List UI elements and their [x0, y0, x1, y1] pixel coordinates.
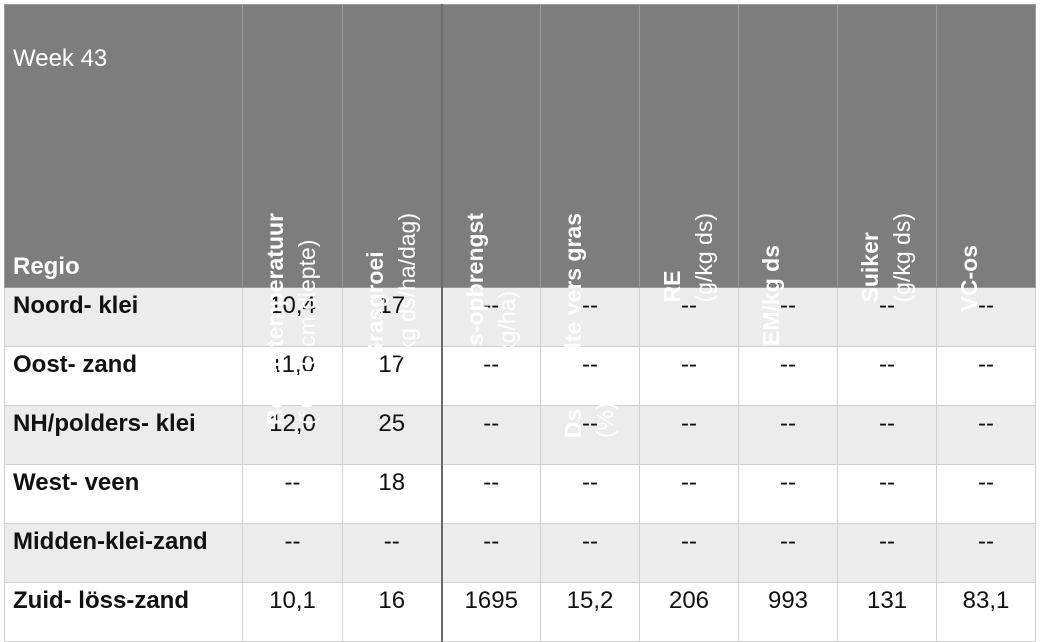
column-header-label: RE	[659, 270, 685, 303]
value-cell: --	[441, 287, 541, 347]
value-cell: 83,1	[936, 582, 1036, 642]
value-cell: --	[936, 287, 1036, 347]
value-cell: --	[936, 346, 1036, 406]
value-cell: --	[540, 405, 640, 465]
column-header-unit: (kg ds/ha/dag)	[394, 213, 420, 361]
grass-growth-table-container: Week 43 Regio Bodemtemperatuur (°C, 10 c…	[4, 4, 1036, 642]
value-cell: --	[540, 287, 640, 347]
value-cell: --	[738, 405, 838, 465]
column-header-grasgroei: Grasgroei (kg ds/ha/dag)	[342, 4, 443, 360]
value-cell: 10,1	[242, 582, 343, 642]
value-cell: --	[738, 464, 838, 524]
value-cell: --	[936, 464, 1036, 524]
value-cell: 25	[342, 405, 443, 465]
region-cell: Midden-klei-zand	[4, 523, 243, 583]
table-row: Zuid- löss-zand 10,1 16 1695 15,2 206 99…	[4, 582, 1036, 642]
column-header-ds-gehalte: Ds gehalte vers gras (%)	[540, 4, 640, 438]
column-header-label: Ds gehalte vers gras	[560, 213, 586, 439]
value-cell: 15,2	[540, 582, 640, 642]
value-cell: --	[837, 464, 937, 524]
column-header-label: Ds-opbrengst	[461, 213, 488, 363]
header-regio-cell: Week 43 Regio	[4, 4, 243, 288]
table-row: Noord- klei 10,4 17 -- -- -- -- -- --	[4, 287, 1036, 347]
region-cell: Noord- klei	[4, 287, 243, 347]
column-header-vem: VEM/kg ds	[738, 4, 838, 361]
value-cell: --	[936, 405, 1036, 465]
region-cell: West- veen	[4, 464, 243, 524]
value-cell: --	[639, 464, 739, 524]
value-cell: --	[441, 464, 541, 524]
value-cell: --	[639, 287, 739, 347]
column-header-unit: (g/kg ds)	[889, 213, 915, 303]
table-row: West- veen -- 18 -- -- -- -- -- --	[4, 464, 1036, 524]
value-cell: --	[441, 405, 541, 465]
column-header-label: Suiker	[857, 232, 883, 303]
header-row: Week 43 Regio Bodemtemperatuur (°C, 10 c…	[4, 4, 1036, 438]
column-header-label: VC-os	[956, 245, 982, 312]
value-cell: --	[342, 523, 443, 583]
value-cell: --	[738, 523, 838, 583]
week-label: Week 43	[13, 45, 108, 72]
value-cell: 131	[837, 582, 937, 642]
column-header-unit: (%)	[592, 402, 618, 439]
value-cell: 12,0	[242, 405, 343, 465]
region-cell: NH/polders- klei	[4, 405, 243, 465]
value-cell: --	[639, 346, 739, 406]
value-cell: --	[738, 346, 838, 406]
value-cell: 11,0	[242, 346, 343, 406]
column-header-label: Grasgroei	[362, 251, 388, 361]
value-cell: 206	[639, 582, 739, 642]
region-cell: Zuid- löss-zand	[4, 582, 243, 642]
value-cell: --	[639, 523, 739, 583]
column-header-unit: (°C, 10 cm diepte)	[294, 239, 320, 426]
column-header-suiker: Suiker (g/kg ds)	[837, 4, 937, 302]
value-cell: --	[837, 346, 937, 406]
value-cell: --	[540, 464, 640, 524]
value-cell: 1695	[441, 582, 541, 642]
value-cell: 17	[342, 346, 443, 406]
regio-column-header: Regio	[13, 253, 80, 280]
value-cell: 16	[342, 582, 443, 642]
value-cell: --	[738, 287, 838, 347]
value-cell: --	[837, 523, 937, 583]
column-header-label: Bodemtemperatuur	[262, 213, 288, 426]
value-cell: --	[441, 523, 541, 583]
value-cell: 993	[738, 582, 838, 642]
value-cell: --	[540, 346, 640, 406]
value-cell: --	[639, 405, 739, 465]
column-header-re: RE (g/kg ds)	[639, 4, 739, 302]
value-cell: --	[242, 523, 343, 583]
value-cell: --	[242, 464, 343, 524]
value-cell: 18	[342, 464, 443, 524]
value-cell: --	[540, 523, 640, 583]
column-header-ds-opbrengst: Ds-opbrengst (kg/ha)	[441, 4, 541, 363]
column-header-unit: (kg/ha)	[493, 290, 520, 363]
column-header-bodemtemperatuur: Bodemtemperatuur (°C, 10 cm diepte)	[242, 4, 343, 425]
value-cell: --	[837, 405, 937, 465]
value-cell: --	[936, 523, 1036, 583]
column-header-vc-os: VC-os	[936, 4, 1036, 311]
column-header-unit: (g/kg ds)	[691, 213, 717, 303]
value-cell: --	[837, 287, 937, 347]
table-row: Midden-klei-zand -- -- -- -- -- -- -- --	[4, 523, 1036, 583]
table-row: NH/polders- klei 12,0 25 -- -- -- -- -- …	[4, 405, 1036, 465]
column-header-label: VEM/kg ds	[758, 245, 784, 362]
region-cell: Oost- zand	[4, 346, 243, 406]
grass-growth-table: Week 43 Regio Bodemtemperatuur (°C, 10 c…	[4, 4, 1036, 642]
